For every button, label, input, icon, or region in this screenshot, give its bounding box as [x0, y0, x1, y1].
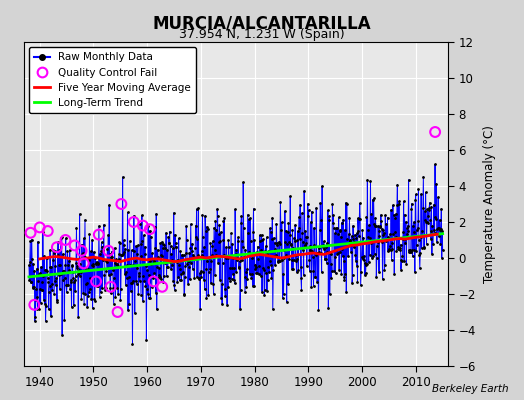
- Point: [26, 230, 35, 236]
- Point: [158, 284, 167, 290]
- Legend: Raw Monthly Data, Quality Control Fail, Five Year Moving Average, Long-Term Tren: Raw Monthly Data, Quality Control Fail, …: [29, 47, 196, 113]
- Point: [43, 228, 52, 234]
- Point: [431, 129, 439, 135]
- Point: [113, 309, 122, 315]
- Point: [95, 231, 103, 238]
- Y-axis label: Temperature Anomaly (°C): Temperature Anomaly (°C): [483, 125, 496, 283]
- Text: 37.954 N, 1.231 W (Spain): 37.954 N, 1.231 W (Spain): [179, 28, 345, 41]
- Point: [106, 284, 115, 290]
- Point: [104, 248, 113, 254]
- Point: [80, 260, 88, 267]
- Text: MURCIA/ALCANTARILLA: MURCIA/ALCANTARILLA: [152, 14, 372, 32]
- Point: [146, 226, 154, 232]
- Point: [149, 278, 158, 285]
- Point: [129, 219, 138, 225]
- Point: [139, 222, 147, 229]
- Point: [36, 224, 44, 230]
- Point: [92, 278, 100, 285]
- Text: Berkeley Earth: Berkeley Earth: [432, 384, 508, 394]
- Point: [70, 242, 79, 248]
- Point: [61, 237, 70, 243]
- Point: [53, 244, 61, 250]
- Point: [78, 248, 86, 254]
- Point: [30, 302, 39, 308]
- Point: [117, 201, 126, 207]
